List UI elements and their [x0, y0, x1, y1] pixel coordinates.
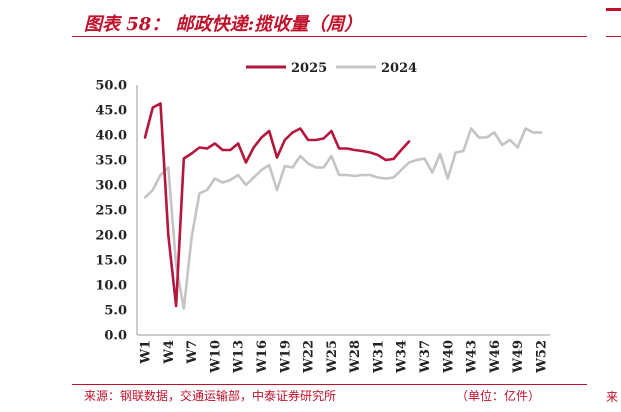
- x-tick-label: W19: [278, 340, 293, 374]
- chart-legend: 2025 2024: [246, 61, 417, 76]
- y-tick-label: 15.0: [95, 254, 127, 269]
- figure-title: 图表 58： 邮政快递:揽收量（周）: [84, 14, 363, 35]
- x-tick-label: W7: [185, 340, 200, 365]
- y-tick-label: 0.0: [104, 329, 127, 344]
- series-line-2024: [143, 127, 543, 310]
- x-tick-label: W40: [441, 340, 456, 374]
- y-tick-label: 50.0: [95, 79, 127, 94]
- y-tick-label: 5.0: [104, 304, 127, 319]
- legend-label-2025: 2025: [291, 61, 327, 76]
- x-tick-label: W1: [139, 340, 154, 365]
- x-tick-label: W13: [232, 340, 247, 374]
- x-tick-label: W34: [395, 340, 410, 374]
- y-tick-label: 10.0: [95, 279, 127, 294]
- y-tick-label: 35.0: [95, 154, 127, 169]
- source-note: 来源：钢联数据，交通运输部，中泰证券研究所: [84, 389, 337, 403]
- series-line-2025: [143, 102, 411, 308]
- y-tick-label: 20.0: [95, 229, 127, 244]
- x-tick-label: W52: [535, 340, 550, 374]
- legend-label-2024: 2024: [381, 61, 417, 76]
- chart-series: [143, 102, 543, 310]
- y-tick-label: 40.0: [95, 129, 127, 144]
- footer-divider: [72, 384, 587, 385]
- title-divider: [72, 36, 587, 37]
- chart-axes: 0.0 5.0 10.0 15.0 20.0 25.0 30.0 35.0 40.0 45.0 50…: [95, 79, 550, 374]
- y-tick-label: 45.0: [95, 104, 127, 119]
- x-tick-label: W28: [348, 340, 363, 374]
- y-tick-label: 25.0: [95, 204, 127, 219]
- adjacent-figure-source-fragment: 来: [606, 390, 619, 404]
- y-tick-label: 30.0: [95, 179, 127, 194]
- x-tick-label: W31: [371, 340, 386, 374]
- x-tick-label: W16: [255, 340, 270, 374]
- x-tick-label: W46: [488, 340, 503, 374]
- x-tick-label: W25: [325, 340, 340, 374]
- adjacent-figure-title-bar: [606, 8, 621, 11]
- x-tick-label: W49: [511, 340, 526, 374]
- x-tick-label: W10: [208, 340, 223, 374]
- x-tick-label: W4: [162, 340, 177, 365]
- adjacent-figure-divider: [606, 36, 621, 37]
- x-tick-label: W22: [302, 340, 317, 374]
- x-tick-label: W37: [418, 340, 433, 374]
- x-tick-label: W43: [465, 340, 480, 374]
- unit-note: （单位：亿件）: [456, 389, 541, 403]
